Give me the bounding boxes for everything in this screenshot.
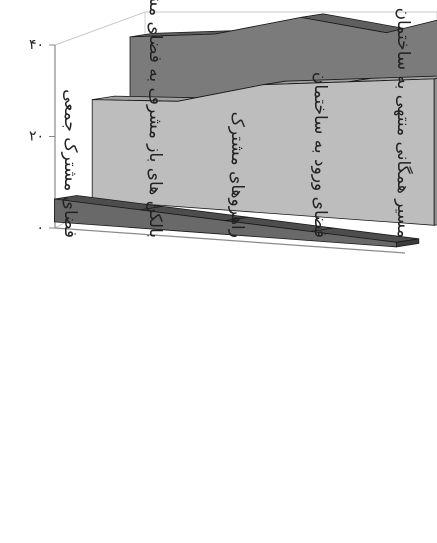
series-2-end-cap: [433, 78, 437, 226]
y-tick-label: ۴۰: [29, 37, 44, 53]
x-axis-line: [54, 227, 406, 254]
axis-layer: ۰ ۲۰ ۴۰: [29, 37, 55, 236]
series-1: [54, 195, 420, 248]
series-layer: [54, 13, 437, 248]
series-2-front-face: [91, 78, 435, 226]
category-label: مسیر همگانی منتهی به ساختمان: [393, 8, 414, 238]
category-label: فضای مشترک جمعی: [60, 89, 80, 238]
y-tick-label: ۰: [36, 220, 44, 236]
series-2: [91, 75, 437, 226]
y-tick-label: ۲۰: [29, 129, 44, 145]
category-label: فضای ورود به ساختمان: [310, 72, 330, 238]
category-label: راهروهای مشترک: [227, 112, 247, 238]
series-1-end-cap: [395, 238, 420, 248]
category-labels: فضای مشترک جمعی بالکن های باز مشرف به فضا…: [60, 0, 414, 238]
category-label: بالکن های باز مشرف به فضای مشاع: [145, 0, 165, 238]
